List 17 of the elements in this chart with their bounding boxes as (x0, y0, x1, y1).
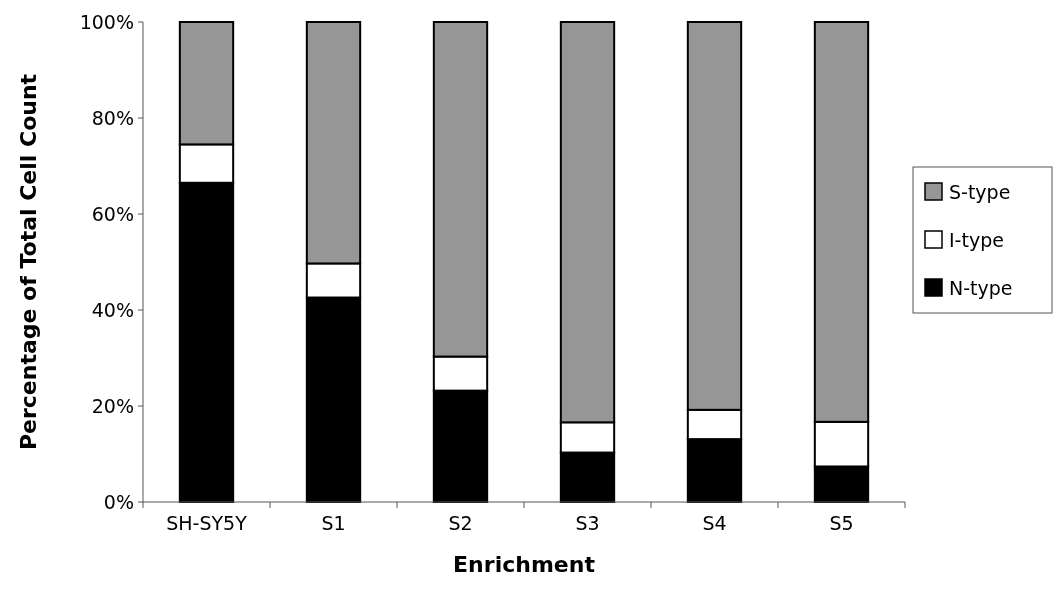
x-tick-label: S5 (829, 512, 854, 534)
x-tick-label: S1 (321, 512, 346, 534)
y-axis-title: Percentage of Total Cell Count (16, 73, 41, 451)
legend-label: N-type (949, 276, 1013, 299)
y-tick-label: 80% (91, 106, 134, 129)
y-tick-label: 40% (91, 298, 134, 321)
y-tick-label: 0% (103, 490, 134, 513)
x-axis-title: Enrichment (453, 552, 596, 577)
y-tick-label: 20% (91, 394, 134, 417)
legend-label: S-type (949, 180, 1011, 203)
x-tick-label: S4 (702, 512, 727, 534)
x-tick-label: S3 (575, 512, 600, 534)
x-tick-label: S2 (448, 512, 473, 534)
y-tick-label: 100% (79, 10, 134, 33)
y-tick-label: 60% (91, 202, 134, 225)
legend-label: I-type (949, 228, 1004, 251)
x-tick-label: SH-SY5Y (166, 512, 248, 534)
